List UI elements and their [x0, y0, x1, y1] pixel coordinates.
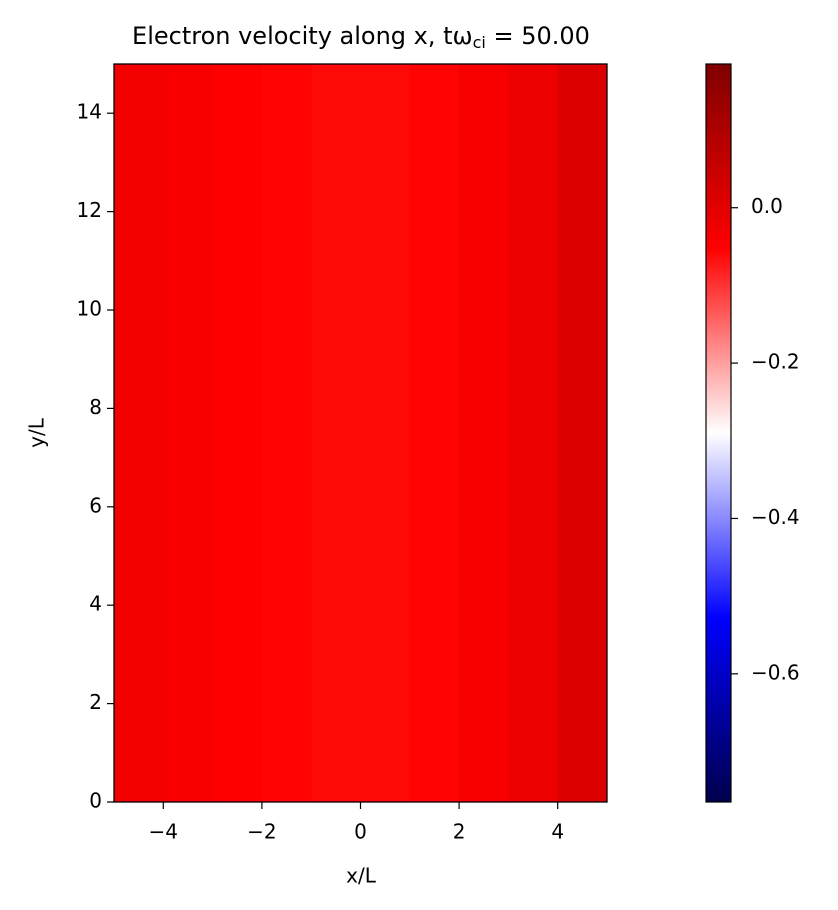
x-tick-label: 2 — [453, 820, 466, 844]
title-subscript: ci — [473, 33, 486, 52]
colorbar-tick-label: −0.4 — [751, 505, 800, 529]
colorbar-tick-label: −0.2 — [751, 350, 800, 374]
y-tick-label: 8 — [89, 395, 102, 419]
heatmap-cell — [311, 64, 361, 803]
x-tick-label: 0 — [354, 820, 367, 844]
heatmap-cell — [212, 64, 263, 803]
heatmap-cell — [114, 64, 164, 803]
y-axis-label: y/L — [25, 417, 49, 448]
heatmap-cell — [557, 64, 608, 803]
heatmap-cell — [360, 64, 411, 803]
x-tick-label: −2 — [247, 820, 276, 844]
x-axis-label: x/L — [346, 864, 377, 888]
x-tick-label: −4 — [149, 820, 178, 844]
y-tick-label: 12 — [77, 198, 102, 222]
heatmap-cell — [409, 64, 460, 803]
x-tick-label: 4 — [551, 820, 564, 844]
heatmap-cell — [459, 64, 509, 803]
heatmap-cell — [508, 64, 559, 803]
y-tick-label: 4 — [89, 592, 102, 616]
colorbar-tick-label: 0.0 — [751, 194, 783, 218]
title-main: Electron velocity along x, tω — [132, 22, 473, 50]
y-tick-label: 2 — [89, 690, 102, 714]
heatmap-cell — [261, 64, 312, 803]
colorbar — [705, 63, 732, 803]
heatmap-cell — [163, 64, 214, 803]
y-tick-label: 10 — [77, 297, 102, 321]
y-tick-label: 14 — [77, 100, 102, 124]
y-tick-label: 0 — [89, 789, 102, 813]
chart-title: Electron velocity along x, tωci = 50.00 — [132, 22, 590, 52]
colorbar-tick-label: −0.6 — [751, 660, 800, 684]
y-tick-label: 6 — [89, 493, 102, 517]
title-tail: = 50.00 — [486, 22, 590, 50]
